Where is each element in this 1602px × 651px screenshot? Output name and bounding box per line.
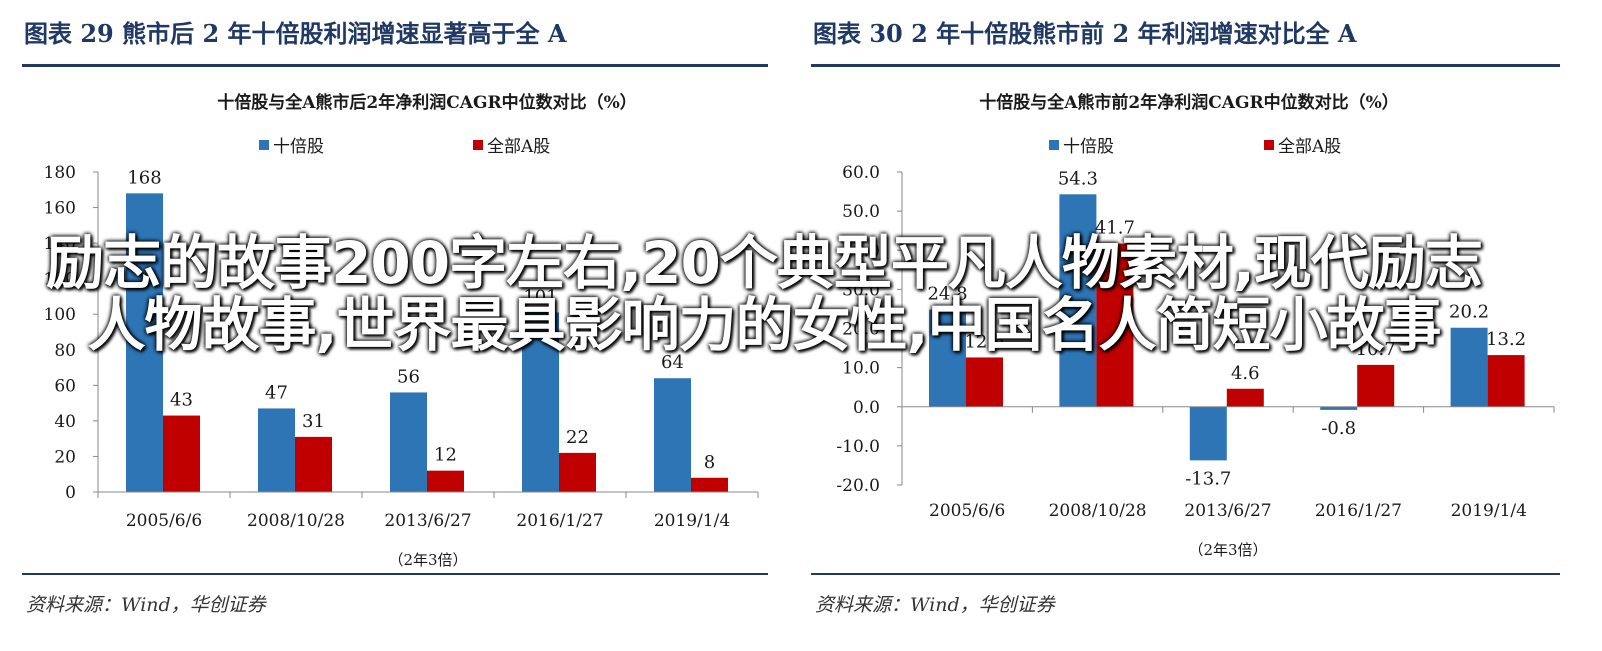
y-tick-label: 60 (54, 376, 76, 396)
x-category-label: 2008/10/28 (1049, 501, 1147, 521)
bar-series-b (1357, 364, 1395, 407)
y-tick-label: 80 (54, 341, 76, 361)
bar-series-a (258, 408, 295, 492)
legend-label-1: 十倍股 (273, 137, 324, 157)
bar-series-b (427, 470, 464, 492)
data-label: 22 (566, 427, 589, 448)
figure-29-bottom-rule (22, 573, 768, 575)
data-label: 101 (523, 286, 557, 307)
data-label: 168 (127, 167, 161, 188)
bar-series-a (654, 378, 691, 492)
bar-series-a (1320, 406, 1358, 410)
bar-series-a (1059, 194, 1097, 407)
y-tick-label: 160 (44, 199, 76, 219)
y-tick-label: 10.0 (842, 359, 880, 379)
data-label: 8 (704, 452, 715, 473)
data-label: 56 (397, 366, 420, 387)
data-label: 12 (434, 445, 457, 466)
data-label: 4.6 (1231, 363, 1260, 384)
bar-series-b (559, 452, 596, 492)
x-category-label: 2013/6/27 (1184, 501, 1271, 521)
data-label: 13.2 (1486, 329, 1526, 350)
x-category-label: 2008/10/28 (247, 511, 345, 531)
figure-29-chart: 十倍股与全A熊市后2年净利润CAGR中位数对比（%） 十倍股 全部A股 0 20 40 60… (44, 92, 759, 569)
x-category-label: 2016/1/27 (516, 511, 603, 531)
figure-30-bottom-rule (811, 573, 1560, 575)
x-axis-label: （2年3倍） (1188, 541, 1267, 559)
data-label: 12.6 (964, 331, 1004, 352)
chart-title: 十倍股与全A熊市前2年净利润CAGR中位数对比（%） (979, 92, 1399, 113)
figure-29-title: 图表 29 熊市后 2 年十倍股利润增速显著高于全 A (24, 19, 567, 48)
data-label: 24.8 (927, 284, 967, 305)
legend-swatch-2 (473, 140, 483, 150)
data-label: -0.8 (1321, 418, 1356, 439)
bar-series-b (163, 415, 200, 492)
y-tick-label: 50.0 (842, 202, 880, 222)
bar-series-a (522, 312, 559, 492)
x-category-label: 2016/1/27 (1315, 501, 1402, 521)
chart-title: 十倍股与全A熊市后2年净利润CAGR中位数对比（%） (217, 92, 637, 113)
x-axis-label: （2年3倍） (388, 551, 467, 569)
x-category-label: 2019/1/4 (1451, 501, 1527, 521)
legend-swatch-1 (259, 140, 269, 150)
y-tick-label: 60.0 (842, 163, 880, 183)
x-category-label: 2005/6/6 (929, 501, 1005, 521)
x-category-label: 2019/1/4 (654, 511, 730, 531)
figure-30-title: 图表 30 2 年十倍股熊市前 2 年利润增速对比全 A (813, 19, 1357, 48)
data-label: 47 (265, 382, 288, 403)
data-label: 41.7 (1095, 218, 1135, 239)
y-tick-label: -10.0 (836, 437, 880, 457)
bar-series-b (1226, 388, 1264, 407)
y-tick-label: 120 (44, 270, 76, 290)
data-label: 43 (170, 390, 193, 411)
bar-series-a (390, 392, 427, 492)
y-tick-label: 20 (54, 447, 76, 467)
bar-series-a (1189, 406, 1227, 461)
data-label: 64 (661, 352, 684, 373)
data-label: 20.2 (1449, 302, 1489, 323)
data-label: -13.7 (1185, 468, 1231, 489)
y-tick-label: 140 (44, 234, 76, 254)
figure-30-source: 资料来源：Wind，华创证券 (815, 594, 1055, 616)
x-category-label: 2005/6/6 (126, 511, 202, 531)
legend-label-1: 十倍股 (1063, 137, 1114, 157)
bar-series-a (126, 193, 163, 492)
bar-series-b (1487, 355, 1525, 407)
legend-label-2: 全部A股 (1278, 137, 1341, 157)
y-tick-label: 40.0 (842, 241, 880, 261)
y-tick-label: 20.0 (842, 320, 880, 340)
bar-series-b (1096, 243, 1134, 407)
figure-29-top-rule (22, 64, 768, 67)
bar-series-b (295, 436, 332, 492)
y-tick-label: 100 (44, 305, 76, 325)
y-tick-label: 30.0 (842, 280, 880, 300)
figure-30-chart: 十倍股与全A熊市前2年净利润CAGR中位数对比（%） 十倍股 全部A股 -20.0 -1… (836, 92, 1555, 559)
y-tick-label: 180 (44, 163, 76, 183)
bar-series-a (929, 309, 966, 407)
y-tick-label: 40 (54, 412, 76, 432)
y-tick-label: 0 (65, 483, 76, 503)
y-tick-label: 0.0 (853, 398, 880, 418)
figure-30-top-rule (811, 64, 1560, 67)
bar-series-b (691, 477, 728, 492)
bar-series-a (1450, 327, 1488, 407)
figure-29-source: 资料来源：Wind，华创证券 (26, 594, 266, 616)
legend-swatch-2 (1264, 140, 1274, 150)
y-tick-label: -20.0 (836, 476, 880, 496)
data-label: 10.7 (1356, 339, 1396, 360)
x-category-label: 2013/6/27 (384, 511, 471, 531)
legend-swatch-1 (1049, 140, 1059, 150)
data-label: 54.3 (1058, 168, 1098, 189)
data-label: 31 (302, 411, 325, 432)
legend-label-2: 全部A股 (487, 137, 550, 157)
bar-series-b (966, 357, 1003, 407)
